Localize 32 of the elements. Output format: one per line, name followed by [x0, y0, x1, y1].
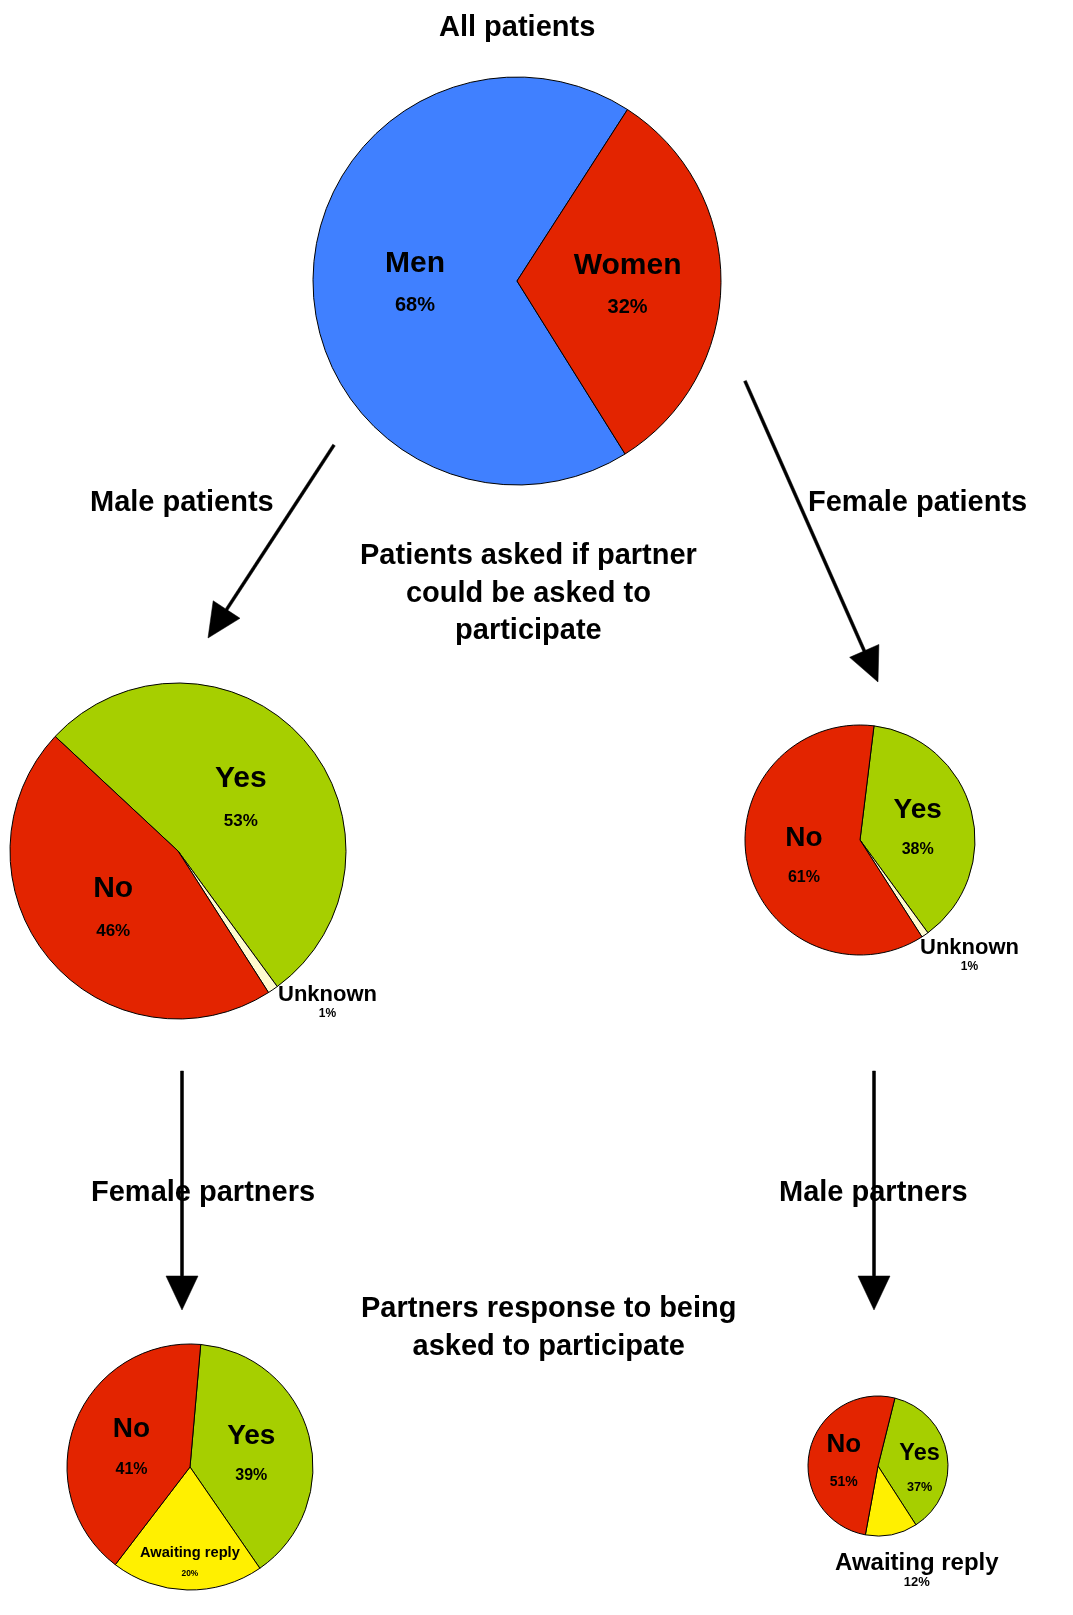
- slice-label: Men: [385, 245, 445, 279]
- slice-label: Yes: [214, 760, 267, 794]
- slice-label: Women: [573, 246, 682, 280]
- chart-title: All patients: [439, 10, 596, 42]
- data-label: 61%: [787, 867, 820, 885]
- data-label: 53%: [223, 811, 258, 831]
- data-label: 20%: [181, 1568, 199, 1579]
- chart-title: Female patients: [808, 485, 1028, 517]
- text: Partners response to being asked to participate: [361, 1291, 737, 1361]
- data-label: 41%: [115, 1459, 148, 1477]
- chart-title: Male patients: [90, 485, 274, 517]
- data-label: 32%: [607, 294, 648, 317]
- data-label: 1%: [318, 1005, 337, 1020]
- slice-label: Awaiting reply: [139, 1544, 241, 1561]
- data-label: 68%: [394, 293, 436, 316]
- slice-label: No: [112, 1412, 151, 1444]
- data-label: 39%: [235, 1466, 268, 1484]
- slice-label: Yes: [899, 1439, 940, 1466]
- data-label: 37%: [906, 1479, 933, 1494]
- data-label: 46%: [96, 920, 131, 940]
- text: Patients asked if partner could be asked to participate: [360, 538, 697, 646]
- data-label: 51%: [829, 1473, 859, 1489]
- slice-label: Unknown: [278, 981, 377, 1006]
- slice-label: Unknown: [920, 934, 1019, 959]
- data-label: 1%: [960, 958, 979, 973]
- slice-label: Yes: [227, 1418, 276, 1450]
- slice-label: No: [785, 820, 823, 852]
- slice-label: No: [826, 1428, 862, 1459]
- slice-label: No: [93, 869, 134, 903]
- slice-label: Yes: [893, 792, 942, 824]
- slice-label: Awaiting reply: [835, 1548, 1000, 1575]
- data-label: 38%: [901, 840, 934, 858]
